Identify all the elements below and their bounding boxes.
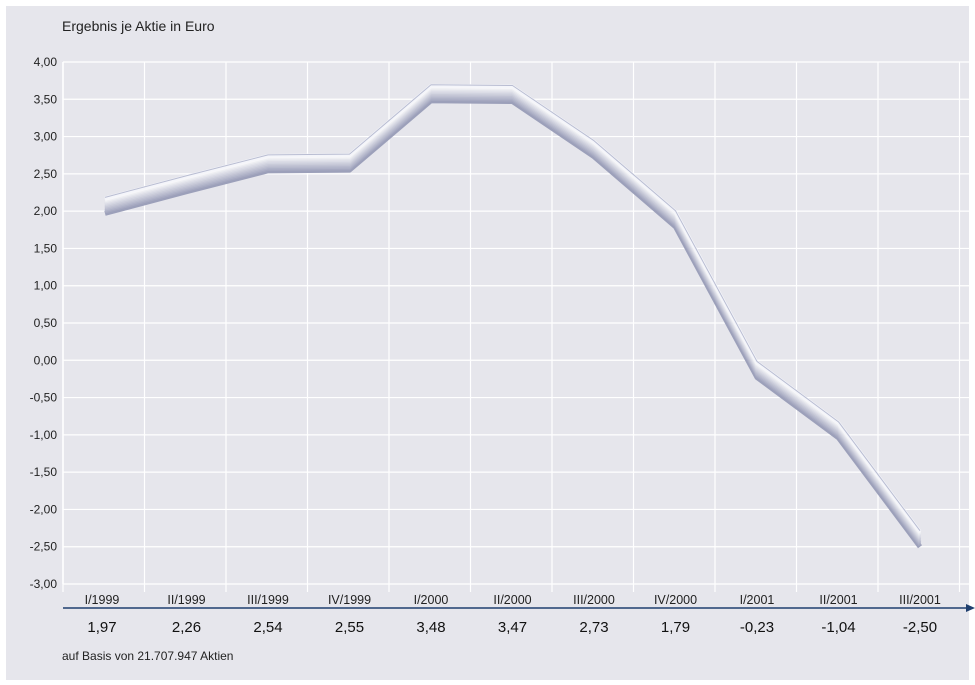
x-value-label: 2,55 [335,619,364,636]
x-category-label: IV/2000 [654,593,697,607]
y-tick-label: -2,00 [30,502,58,516]
y-tick-label: -2,50 [30,540,58,554]
y-tick-label: 3,50 [34,92,58,106]
chart-footnote: auf Basis von 21.707.947 Aktien [62,649,234,663]
x-category-label: III/2000 [573,593,615,607]
x-category-label: II/2000 [493,593,531,607]
y-tick-label: -1,50 [30,465,58,479]
series-line-layer [104,89,922,538]
y-tick-label: 1,50 [34,241,58,255]
y-tick-label: 2,50 [34,167,58,181]
x-category-label: IV/1999 [328,593,371,607]
series-line-top-edge [104,84,921,532]
chart-panel [6,6,969,680]
y-tick-label: 0,50 [34,316,58,330]
series-line-layer [104,83,922,533]
x-category-label: II/1999 [167,593,205,607]
x-category-label: I/1999 [85,593,120,607]
x-value-label: 3,47 [498,619,527,636]
x-value-label: 2,26 [172,619,201,636]
y-tick-label: 3,00 [34,130,58,144]
x-category-label: I/2000 [414,593,449,607]
y-tick-label: -0,50 [30,391,58,405]
x-value-label: 2,54 [253,619,282,636]
x-category-label: I/2001 [740,593,775,607]
series-line-layer [104,85,922,534]
x-value-label: 2,73 [579,619,608,636]
series-line-layer [104,92,922,541]
y-tick-label: 2,00 [34,204,58,218]
x-value-label: -1,04 [821,619,855,636]
y-tick-label: 4,00 [34,55,58,69]
x-value-label: 3,48 [416,619,445,636]
y-tick-label: 1,00 [34,279,58,293]
x-value-label: 1,97 [87,619,116,636]
y-tick-label: -3,00 [30,577,58,591]
chart-title: Ergebnis je Aktie in Euro [62,18,215,34]
series-line-layer [104,86,922,536]
y-tick-label: 0,00 [34,353,58,367]
x-value-label: -2,50 [903,619,937,636]
x-category-label: III/1999 [247,593,289,607]
x-axis-arrow-icon [966,604,975,612]
x-axis: I/1999 1,97 II/1999 2,26 III/1999 2,54 IV/1999… [63,593,975,636]
series-line [104,83,923,549]
x-category-label: III/2001 [899,593,941,607]
grid-layer [62,61,975,592]
series-line-layer [104,93,922,543]
y-axis: 4,00 3,50 3,00 2,50 2,00 1,50 1,00 0,50 0,00 -0,5… [30,55,64,591]
x-value-label: 1,79 [661,619,690,636]
series-line-layer [104,90,922,540]
series-line-layer [104,88,922,537]
x-value-label: -0,23 [740,619,774,636]
x-category-label: II/2001 [819,593,857,607]
series-line-layer [104,95,922,544]
y-tick-label: -1,00 [30,428,58,442]
